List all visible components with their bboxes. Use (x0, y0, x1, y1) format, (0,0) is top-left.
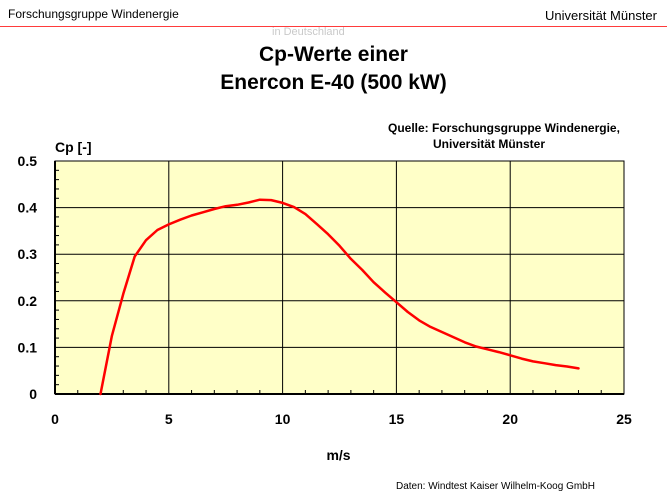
plot-area (55, 161, 624, 394)
header-right-text: Universität Münster (545, 8, 657, 23)
source-line-2: Universität Münster (433, 137, 546, 151)
header-divider (0, 26, 667, 27)
source-line-1: Quelle: Forschungsgruppe Windenergie, (388, 121, 620, 135)
chart-title-line-1: Cp-Werte einer (259, 43, 408, 66)
x-axis-label: m/s (326, 447, 350, 463)
y-axis-label: Cp [-] (55, 139, 92, 155)
y-tick-label: 0 (29, 386, 37, 402)
y-tick-label: 0.5 (18, 153, 38, 169)
x-tick-label: 0 (51, 411, 59, 427)
chart-title-line-2: Enercon E-40 (500 kW) (220, 71, 447, 94)
header-left-text: Forschungsgruppe Windenergie (8, 7, 179, 21)
x-tick-label: 20 (502, 411, 518, 427)
y-tick-label: 0.4 (18, 200, 38, 216)
x-tick-label: 10 (275, 411, 291, 427)
faded-background-text: in Deutschland (272, 26, 345, 38)
cp-curve (99, 198, 580, 396)
data-source-footer: Daten: Windtest Kaiser Wilhelm-Koog GmbH (396, 481, 595, 492)
x-tick-label: 15 (389, 411, 405, 427)
x-tick-label: 5 (165, 411, 173, 427)
y-tick-label: 0.2 (18, 293, 38, 309)
source-note: Quelle: Forschungsgruppe Windenergie, Un… (388, 120, 620, 152)
y-tick-label: 0.1 (18, 339, 38, 355)
x-tick-label: 25 (616, 411, 632, 427)
y-tick-label: 0.3 (18, 246, 38, 262)
